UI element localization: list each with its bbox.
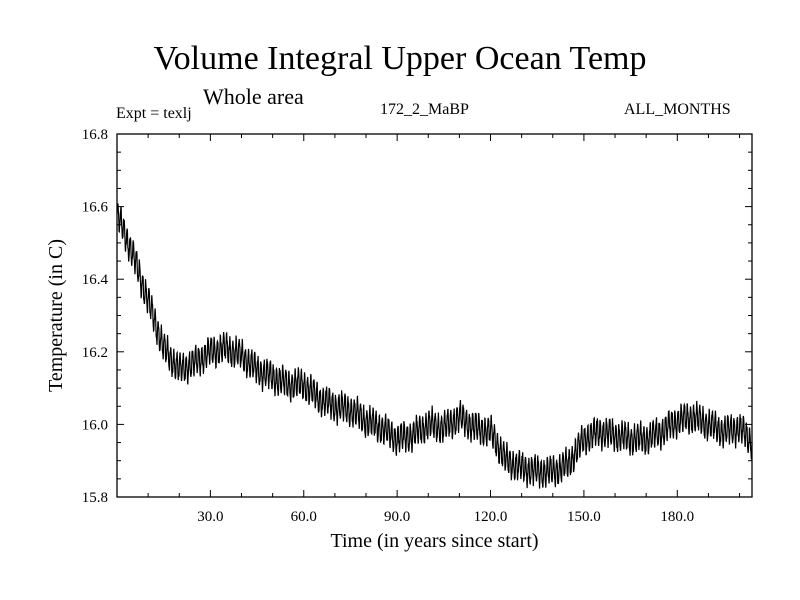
plot-frame (116, 133, 753, 498)
y-tick-label: 16.4 (82, 272, 109, 288)
x-axis-label: Time (in years since start) (330, 530, 538, 552)
y-tick-label: 15.8 (82, 490, 108, 506)
months-label: ALL_MONTHS (624, 101, 731, 118)
x-tick-label: 30.0 (197, 509, 223, 525)
y-tick-label: 16.2 (82, 345, 108, 361)
x-tick-label: 150.0 (567, 509, 601, 525)
x-tick-label: 60.0 (291, 509, 317, 525)
temperature-series-line (116, 203, 753, 489)
chart-subtitle: Whole area (203, 84, 304, 109)
chart-title: Volume Integral Upper Ocean Temp (153, 40, 647, 77)
x-tick-label: 180.0 (660, 509, 694, 525)
y-tick-label: 16.6 (82, 200, 109, 216)
x-tick-label: 120.0 (474, 509, 508, 525)
run-label: 172_2_MaBP (380, 101, 469, 118)
y-axis-label: Temperature (in C) (45, 239, 67, 392)
x-tick-label: 90.0 (384, 509, 410, 525)
experiment-label: Expt = texlj (116, 105, 192, 122)
y-tick-label: 16.0 (82, 417, 108, 433)
y-tick-label: 16.8 (82, 127, 108, 143)
